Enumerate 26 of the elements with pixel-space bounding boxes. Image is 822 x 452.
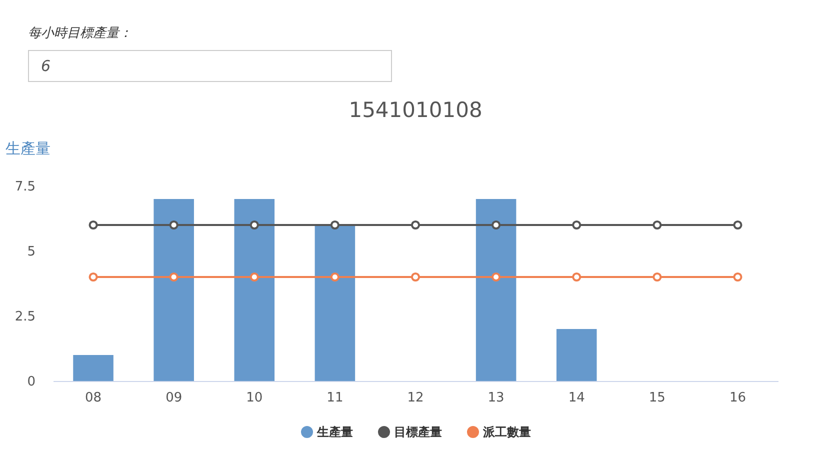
legend-label: 目標產量	[394, 425, 442, 439]
x-tick-label: 14	[568, 390, 585, 406]
x-tick-label: 10	[246, 390, 263, 406]
bar	[476, 199, 516, 381]
legend-label: 派工數量	[482, 425, 531, 439]
bar	[556, 329, 597, 381]
y-tick-label: 5	[27, 244, 36, 260]
bar	[234, 199, 275, 381]
bar	[314, 225, 356, 381]
x-tick-label: 12	[407, 390, 424, 406]
text-field: 6	[28, 50, 392, 82]
x-tick-label: 13	[488, 390, 504, 406]
y-tick-label: 0	[27, 374, 36, 390]
x-tick-label: 15	[648, 390, 666, 406]
text: 每小時目標產量：	[28, 25, 133, 42]
x-tick-label: 11	[326, 390, 344, 406]
y-axis-title: 生產量	[6, 140, 50, 158]
bar	[73, 355, 114, 381]
y-tick-label: 2.5	[14, 310, 36, 324]
y-tick-label: 7.5	[14, 180, 36, 194]
legend-label: 生產量	[316, 425, 353, 439]
x-tick-label: 16	[729, 390, 746, 406]
bar	[154, 199, 194, 381]
x-tick-label: 08	[85, 390, 102, 406]
chart-title: 1541010108	[348, 98, 482, 122]
x-tick-label: 09	[166, 390, 182, 406]
